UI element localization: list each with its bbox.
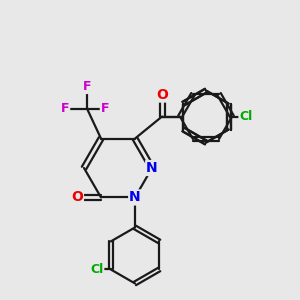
Text: N: N [146, 161, 158, 175]
Text: Cl: Cl [90, 263, 104, 276]
Text: F: F [61, 102, 69, 115]
Text: O: O [71, 190, 83, 204]
Text: F: F [101, 102, 109, 115]
Text: Cl: Cl [239, 110, 253, 123]
Text: F: F [83, 80, 91, 93]
Text: O: O [156, 88, 168, 102]
Text: N: N [129, 190, 141, 204]
